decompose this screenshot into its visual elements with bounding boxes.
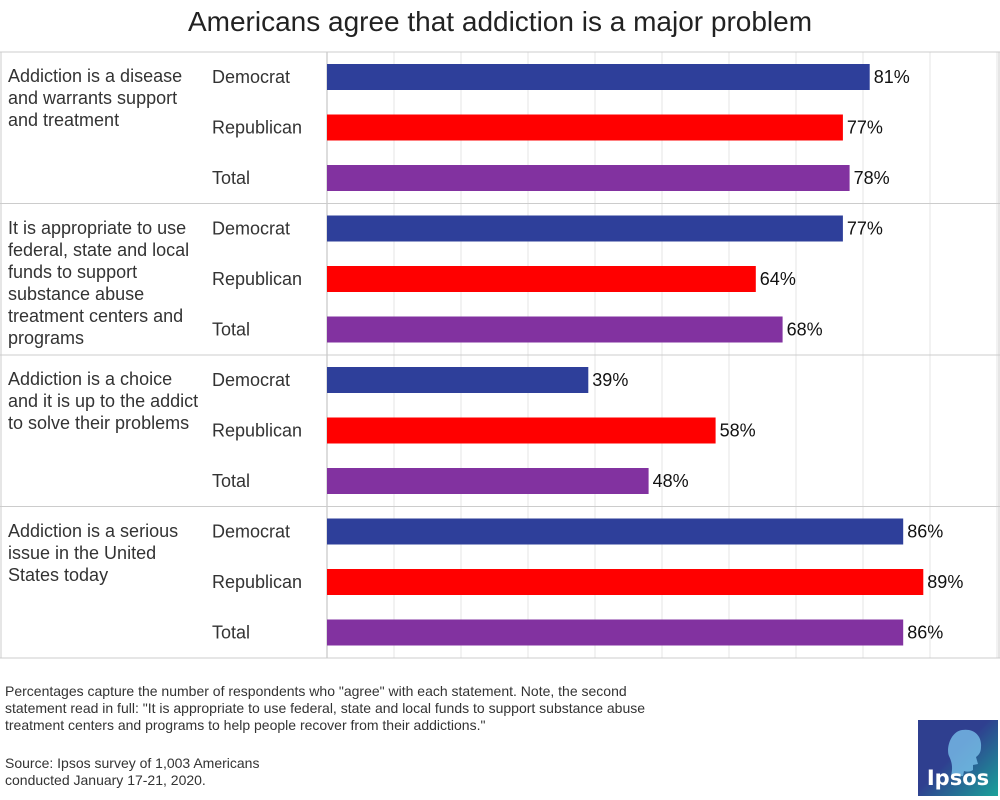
bar-chart: Democrat 81% Republican 77% Total 78% Democrat… [0, 51, 1000, 659]
bar-democrat [327, 518, 904, 545]
category-label: Total [212, 168, 250, 188]
chart-title: Americans agree that addiction is a majo… [187, 6, 813, 37]
group-label: Addiction is a choice and it is up to th… [8, 369, 199, 433]
category-label: Republican [212, 118, 302, 138]
bar-republican [327, 266, 756, 292]
value-label: 86% [907, 522, 943, 542]
bar-republican [327, 417, 716, 444]
group-label: Addiction is a serious issue in the Unit… [8, 520, 179, 585]
value-label: 68% [787, 320, 823, 340]
value-label: 77% [847, 219, 883, 239]
group-label: Addiction is a disease and warrants supp… [8, 66, 183, 130]
head-silhouette-icon [948, 729, 982, 776]
value-label: 89% [927, 572, 963, 592]
bar-total [327, 165, 850, 191]
logo-text: Ipsos [926, 766, 990, 790]
category-label: Democrat [212, 219, 290, 239]
category-label: Democrat [212, 370, 290, 390]
value-label: 86% [907, 623, 943, 643]
value-label: 77% [847, 118, 883, 138]
value-label: 58% [720, 421, 756, 441]
group-label: It is appropriate to use federal, state … [8, 217, 190, 348]
bar-total [327, 468, 649, 494]
bar-democrat [327, 215, 843, 242]
category-label: Total [212, 320, 250, 340]
category-label: Total [212, 471, 250, 491]
bar-democrat [327, 367, 589, 393]
category-label: Republican [212, 421, 302, 441]
value-label: 39% [592, 370, 628, 390]
source-note: Source: Ipsos survey of 1,003 Americans … [5, 755, 260, 788]
category-label: Democrat [212, 522, 290, 542]
value-label: 48% [653, 471, 689, 491]
ipsos-logo: Ipsos [918, 720, 998, 796]
value-label: 81% [874, 67, 910, 87]
value-label: 78% [854, 168, 890, 188]
bar-republican [327, 114, 843, 141]
category-label: Democrat [212, 67, 290, 87]
value-label: 64% [760, 269, 796, 289]
category-label: Total [212, 623, 250, 643]
bar-democrat [327, 64, 870, 90]
bar-total [327, 619, 904, 646]
bar-republican [327, 569, 924, 595]
bar-total [327, 316, 783, 343]
footnote: Percentages capture the number of respon… [5, 683, 646, 733]
category-label: Republican [212, 572, 302, 592]
category-label: Republican [212, 269, 302, 289]
